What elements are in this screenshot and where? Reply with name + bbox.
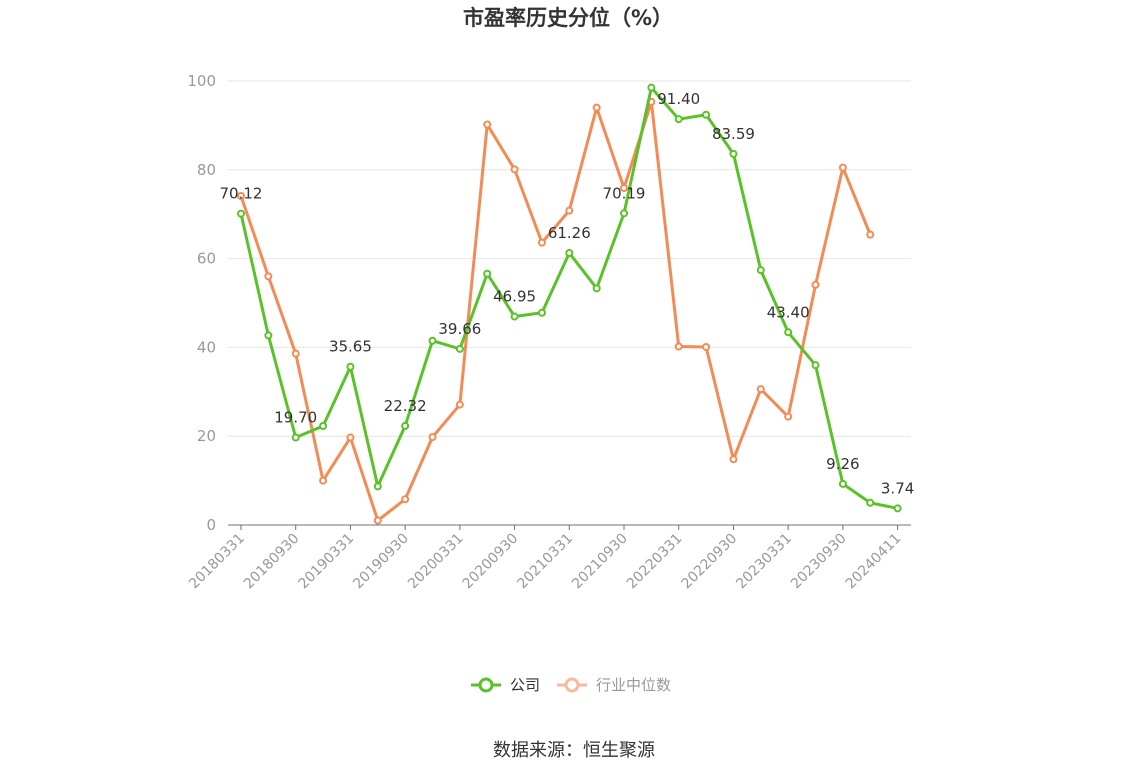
data-point[interactable] xyxy=(729,455,738,464)
data-point[interactable] xyxy=(702,110,711,119)
data-point[interactable] xyxy=(455,344,464,353)
x-tick-label: 20180331 xyxy=(186,531,248,593)
data-label: 9.26 xyxy=(826,455,859,473)
data-labels: 70.12 19.70 35.65 22.32 39.66 46.95 61.26 70.19… xyxy=(220,90,915,497)
legend-label: 公司 xyxy=(510,676,540,694)
y-tick-label: 60 xyxy=(197,250,216,268)
data-point[interactable] xyxy=(811,361,820,370)
data-point[interactable] xyxy=(264,331,273,340)
data-point[interactable] xyxy=(455,400,464,409)
data-point[interactable] xyxy=(401,495,410,504)
legend-label: 行业中位数 xyxy=(596,676,671,694)
data-point[interactable] xyxy=(674,115,683,124)
data-label: 70.19 xyxy=(603,184,646,202)
x-tick-label: 20220331 xyxy=(624,531,686,593)
data-point[interactable] xyxy=(674,342,683,351)
y-tick-label: 40 xyxy=(197,338,216,356)
data-point[interactable] xyxy=(319,476,328,485)
y-tick-label: 20 xyxy=(197,427,216,445)
data-point[interactable] xyxy=(346,433,355,442)
data-point[interactable] xyxy=(565,206,574,215)
data-point[interactable] xyxy=(565,249,574,258)
data-point[interactable] xyxy=(893,504,902,513)
data-point[interactable] xyxy=(811,280,820,289)
data-point[interactable] xyxy=(510,312,519,321)
x-tick-label: 20220930 xyxy=(679,531,741,593)
data-point[interactable] xyxy=(620,209,629,218)
data-label: 46.95 xyxy=(493,288,536,306)
data-point[interactable] xyxy=(483,269,492,278)
x-tick-label: 20200930 xyxy=(460,531,522,593)
legend-item-company[interactable]: 公司 xyxy=(471,676,540,694)
series-company xyxy=(237,83,902,513)
data-point[interactable] xyxy=(291,349,300,358)
series-line xyxy=(239,100,872,523)
x-tick-label: 20230930 xyxy=(788,531,850,593)
data-point[interactable] xyxy=(702,342,711,351)
data-point[interactable] xyxy=(756,266,765,275)
data-point[interactable] xyxy=(373,516,382,525)
x-tick-label: 20210930 xyxy=(569,531,631,593)
data-label: 43.40 xyxy=(767,303,810,321)
data-point[interactable] xyxy=(620,184,629,193)
data-point[interactable] xyxy=(729,149,738,158)
data-point[interactable] xyxy=(319,421,328,430)
series-layer xyxy=(237,83,902,525)
y-tick-label: 100 xyxy=(187,72,216,90)
data-source-note: 数据来源：恒生聚源 xyxy=(493,740,655,761)
data-label: 70.12 xyxy=(220,185,263,203)
series-line xyxy=(239,86,900,510)
data-point[interactable] xyxy=(592,284,601,293)
data-point[interactable] xyxy=(756,385,765,394)
x-tick-label: 20240411 xyxy=(843,531,905,593)
data-point[interactable] xyxy=(264,272,273,281)
x-tick-label: 20200331 xyxy=(405,531,467,593)
data-point[interactable] xyxy=(291,433,300,442)
data-label: 83.59 xyxy=(712,125,755,143)
y-tick-label: 80 xyxy=(197,161,216,179)
data-label: 19.70 xyxy=(274,409,317,427)
data-point[interactable] xyxy=(510,165,519,174)
data-label: 35.65 xyxy=(329,338,372,356)
data-point[interactable] xyxy=(428,336,437,345)
data-point[interactable] xyxy=(237,191,245,200)
data-point[interactable] xyxy=(784,412,793,421)
data-label: 22.32 xyxy=(384,397,427,415)
data-label: 39.66 xyxy=(438,320,481,338)
legend-marker-icon xyxy=(478,677,494,693)
x-tick-label: 20230331 xyxy=(733,531,795,593)
data-point[interactable] xyxy=(346,362,355,371)
x-tick-label: 20180930 xyxy=(241,531,303,593)
data-label: 3.74 xyxy=(881,479,914,497)
legend[interactable]: 公司 行业中位数 xyxy=(471,676,671,694)
data-point[interactable] xyxy=(237,209,245,218)
chart-title: 市盈率历史分位（%） xyxy=(463,6,673,30)
data-point[interactable] xyxy=(537,308,546,317)
axes: 0 20 40 60 80 100 2018033120180930201903312019… xyxy=(186,72,911,592)
x-tick-label: 20190930 xyxy=(350,531,412,593)
data-point[interactable] xyxy=(373,482,382,491)
x-tick-label: 20210331 xyxy=(514,531,576,593)
data-point[interactable] xyxy=(483,120,492,129)
x-tick-label: 20190331 xyxy=(296,531,358,593)
data-point[interactable] xyxy=(592,103,601,112)
data-point[interactable] xyxy=(647,83,656,92)
y-tick-label: 0 xyxy=(206,516,216,534)
grid-lines xyxy=(228,80,911,437)
data-point[interactable] xyxy=(428,433,437,442)
data-point[interactable] xyxy=(866,498,875,507)
series-industry-median xyxy=(237,97,875,525)
data-point[interactable] xyxy=(537,238,546,247)
legend-item-industry-median[interactable]: 行业中位数 xyxy=(557,676,671,694)
data-point[interactable] xyxy=(784,328,793,337)
data-point[interactable] xyxy=(838,479,847,488)
data-point[interactable] xyxy=(401,421,410,430)
data-point[interactable] xyxy=(866,230,875,239)
legend-marker-icon xyxy=(564,677,580,693)
data-label: 91.40 xyxy=(657,90,700,108)
data-point[interactable] xyxy=(838,163,847,172)
data-label: 61.26 xyxy=(548,224,591,242)
